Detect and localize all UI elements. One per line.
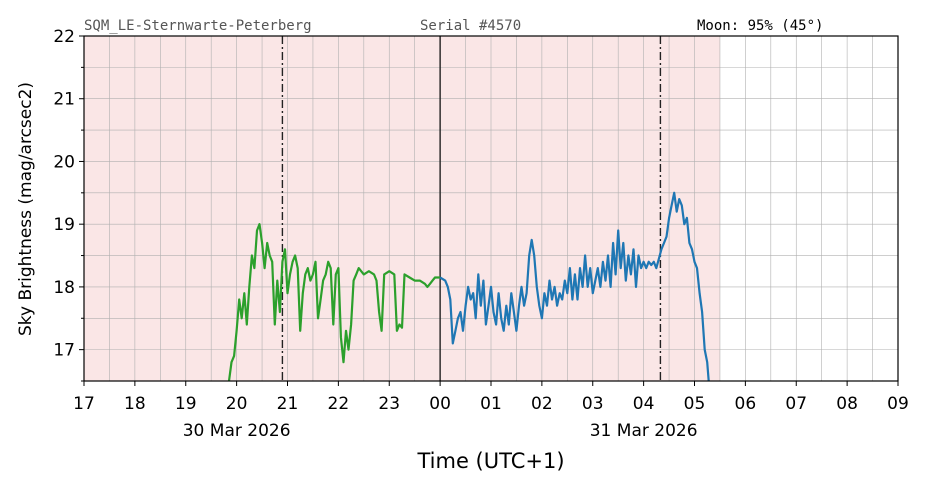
x-tick-label: 22 bbox=[328, 394, 350, 414]
x-tick-label: 23 bbox=[378, 394, 400, 414]
date-label: 31 Mar 2026 bbox=[590, 421, 698, 441]
x-tick-label: 17 bbox=[73, 394, 95, 414]
x-tick-label: 21 bbox=[277, 394, 299, 414]
y-tick-label: 22 bbox=[53, 27, 75, 47]
y-axis-ticks: 17 18 19 20 21 22 bbox=[53, 27, 84, 382]
x-tick-label: 06 bbox=[735, 394, 757, 414]
x-axis-label: Time (UTC+1) bbox=[416, 449, 564, 473]
x-tick-label: 05 bbox=[684, 394, 706, 414]
y-tick-label: 20 bbox=[53, 152, 75, 172]
night-shading bbox=[84, 36, 720, 381]
date-labels: 30 Mar 2026 31 Mar 2026 bbox=[183, 421, 698, 441]
x-tick-label: 01 bbox=[480, 394, 502, 414]
y-tick-label: 17 bbox=[53, 341, 75, 361]
x-tick-label: 19 bbox=[175, 394, 197, 414]
x-tick-label: 09 bbox=[887, 394, 909, 414]
date-label: 30 Mar 2026 bbox=[183, 421, 291, 441]
station-name: SQM_LE-Sternwarte-Peterberg bbox=[84, 18, 312, 34]
series-line-2 bbox=[439, 191, 710, 382]
series-lines bbox=[227, 191, 710, 382]
event-lines bbox=[281, 36, 662, 381]
x-tick-label: 03 bbox=[582, 394, 604, 414]
series-line-1 bbox=[227, 223, 441, 382]
x-tick-label: 07 bbox=[785, 394, 807, 414]
x-axis-ticks: 17 18 19 20 21 22 23 00 01 02 03 04 05 06 07 08 09 bbox=[73, 381, 909, 414]
x-tick-label: 20 bbox=[226, 394, 248, 414]
y-tick-label: 19 bbox=[53, 215, 75, 235]
x-tick-label: 04 bbox=[633, 394, 655, 414]
plot-background bbox=[84, 36, 720, 381]
y-tick-label: 18 bbox=[53, 278, 75, 298]
y-tick-label: 21 bbox=[53, 90, 75, 110]
x-tick-label: 00 bbox=[429, 394, 451, 414]
x-tick-label: 08 bbox=[836, 394, 858, 414]
moon-info: Moon: 95% (45°) bbox=[697, 18, 823, 34]
x-tick-label: 18 bbox=[124, 394, 146, 414]
x-tick-label: 02 bbox=[531, 394, 553, 414]
serial-number: Serial #4570 bbox=[420, 18, 521, 34]
y-axis-label: Sky Brightness (mag/arcsec2) bbox=[16, 82, 36, 336]
